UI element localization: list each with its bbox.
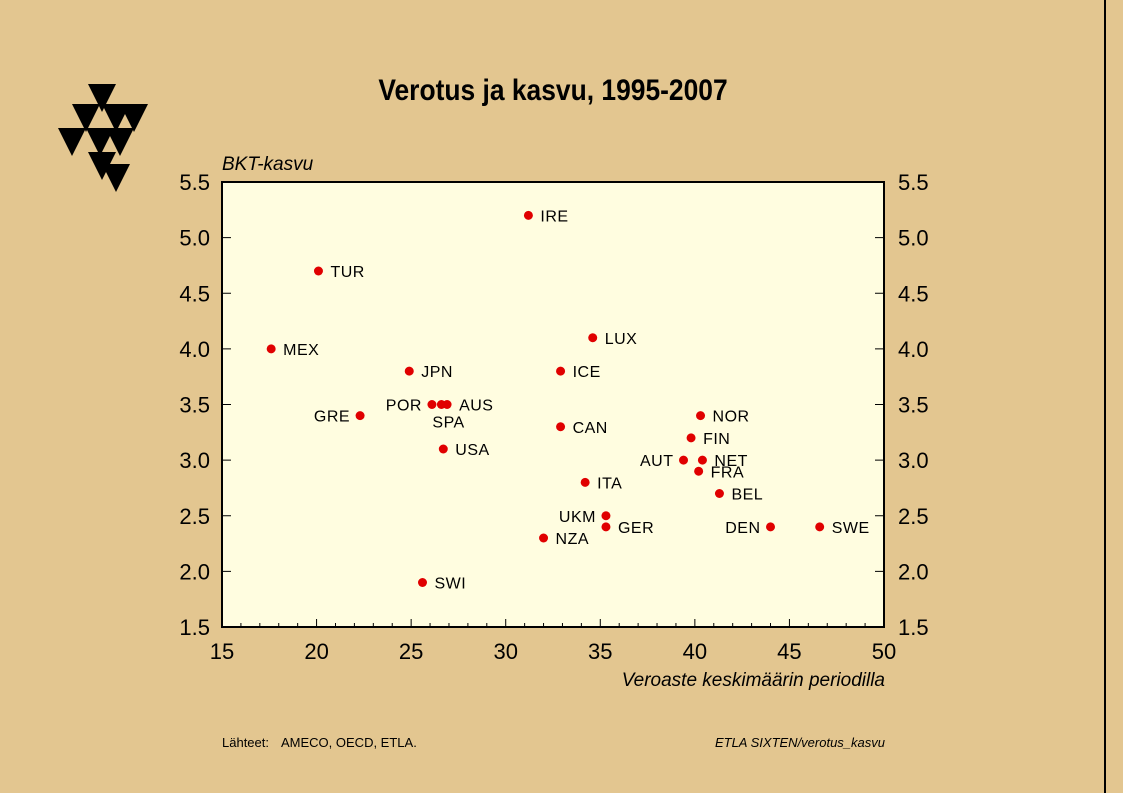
x-tick-label: 45 bbox=[777, 639, 801, 664]
data-point bbox=[697, 455, 707, 465]
data-point bbox=[442, 400, 452, 409]
y-tick-label-right: 1.5 bbox=[898, 615, 929, 640]
data-point bbox=[313, 266, 323, 276]
point-label: LUX bbox=[605, 331, 638, 348]
x-tick-label: 20 bbox=[304, 639, 328, 664]
sources-note: Lähteet: AMECO, OECD, ETLA. bbox=[222, 735, 417, 750]
point-label: SWI bbox=[434, 576, 466, 593]
data-point bbox=[696, 411, 706, 421]
x-tick-label: 25 bbox=[399, 639, 423, 664]
point-label: NOR bbox=[713, 409, 750, 426]
y-tick-label-left: 5.0 bbox=[179, 226, 210, 251]
data-point bbox=[580, 477, 590, 487]
y-tick-label-left: 4.0 bbox=[179, 337, 210, 362]
y-tick-label-left: 3.0 bbox=[179, 448, 210, 473]
y-tick-label-left: 4.5 bbox=[179, 281, 210, 306]
point-label: POR bbox=[386, 398, 422, 415]
etla-logo-icon bbox=[58, 84, 148, 192]
point-label: FIN bbox=[703, 431, 730, 448]
data-point bbox=[601, 522, 611, 532]
point-label: BEL bbox=[731, 487, 763, 504]
y-tick-label-right: 3.5 bbox=[898, 393, 929, 418]
point-label: UKM bbox=[559, 509, 596, 526]
data-point bbox=[694, 466, 704, 476]
point-label: CAN bbox=[573, 420, 608, 437]
point-label: GRE bbox=[314, 409, 350, 426]
point-label: NZA bbox=[556, 531, 590, 548]
point-label: GER bbox=[618, 520, 654, 537]
data-point bbox=[601, 511, 611, 521]
data-point bbox=[355, 411, 365, 421]
data-point bbox=[556, 366, 566, 376]
point-label: ICE bbox=[573, 364, 601, 381]
data-point bbox=[766, 522, 776, 532]
x-tick-label: 30 bbox=[493, 639, 517, 664]
point-label: AUS bbox=[459, 398, 493, 415]
x-tick-label: 40 bbox=[683, 639, 707, 664]
y-tick-label-left: 2.0 bbox=[179, 559, 210, 584]
data-point bbox=[815, 522, 825, 532]
data-point bbox=[679, 455, 689, 465]
x-axis-label: Veroaste keskimäärin periodilla bbox=[621, 670, 885, 691]
y-tick-label-left: 2.5 bbox=[179, 504, 210, 529]
data-point bbox=[266, 344, 276, 354]
y-tick-label-right: 3.0 bbox=[898, 448, 929, 473]
point-label: NET bbox=[714, 453, 748, 470]
point-label: TUR bbox=[330, 264, 364, 281]
y-tick-label-right: 5.5 bbox=[898, 170, 929, 195]
y-tick-label-right: 2.5 bbox=[898, 504, 929, 529]
point-label: FRA bbox=[711, 464, 745, 481]
data-point bbox=[404, 366, 414, 376]
plot-area bbox=[221, 181, 885, 628]
file-reference: ETLA SIXTEN/verotus_kasvu bbox=[714, 735, 885, 750]
y-axis-label: BKT-kasvu bbox=[222, 154, 314, 175]
point-label: MEX bbox=[283, 342, 319, 359]
y-tick-label-right: 5.0 bbox=[898, 226, 929, 251]
y-tick-label-right: 2.0 bbox=[898, 559, 929, 584]
point-label: DEN bbox=[725, 520, 760, 537]
x-tick-label: 15 bbox=[210, 639, 234, 664]
data-point bbox=[523, 210, 533, 220]
point-label: SWE bbox=[832, 520, 870, 537]
sources-label: Lähteet: bbox=[222, 735, 269, 750]
sources-text: AMECO, OECD, ETLA. bbox=[281, 735, 417, 750]
y-tick-label-left: 5.5 bbox=[179, 170, 210, 195]
data-point bbox=[588, 333, 598, 343]
chart-title: Verotus ja kasvu, 1995-2007 bbox=[378, 74, 728, 107]
point-label: AUT bbox=[640, 453, 674, 470]
y-tick-label-left: 1.5 bbox=[179, 615, 210, 640]
point-label: ITA bbox=[597, 475, 622, 492]
x-tick-label: 50 bbox=[872, 639, 896, 664]
data-point bbox=[556, 422, 566, 432]
y-tick-label-left: 3.5 bbox=[179, 393, 210, 418]
data-point bbox=[438, 444, 448, 454]
page-right-border bbox=[1104, 0, 1106, 793]
point-label: IRE bbox=[540, 208, 568, 225]
point-label: USA bbox=[455, 442, 489, 459]
y-tick-label-right: 4.5 bbox=[898, 281, 929, 306]
data-point bbox=[686, 433, 696, 443]
data-point bbox=[539, 533, 549, 543]
data-point bbox=[427, 400, 437, 409]
y-tick-label-right: 4.0 bbox=[898, 337, 929, 362]
x-tick-label: 35 bbox=[588, 639, 612, 664]
data-point bbox=[714, 489, 724, 498]
point-label: SPA bbox=[432, 415, 464, 432]
point-label: JPN bbox=[421, 364, 453, 381]
data-point bbox=[417, 578, 427, 587]
